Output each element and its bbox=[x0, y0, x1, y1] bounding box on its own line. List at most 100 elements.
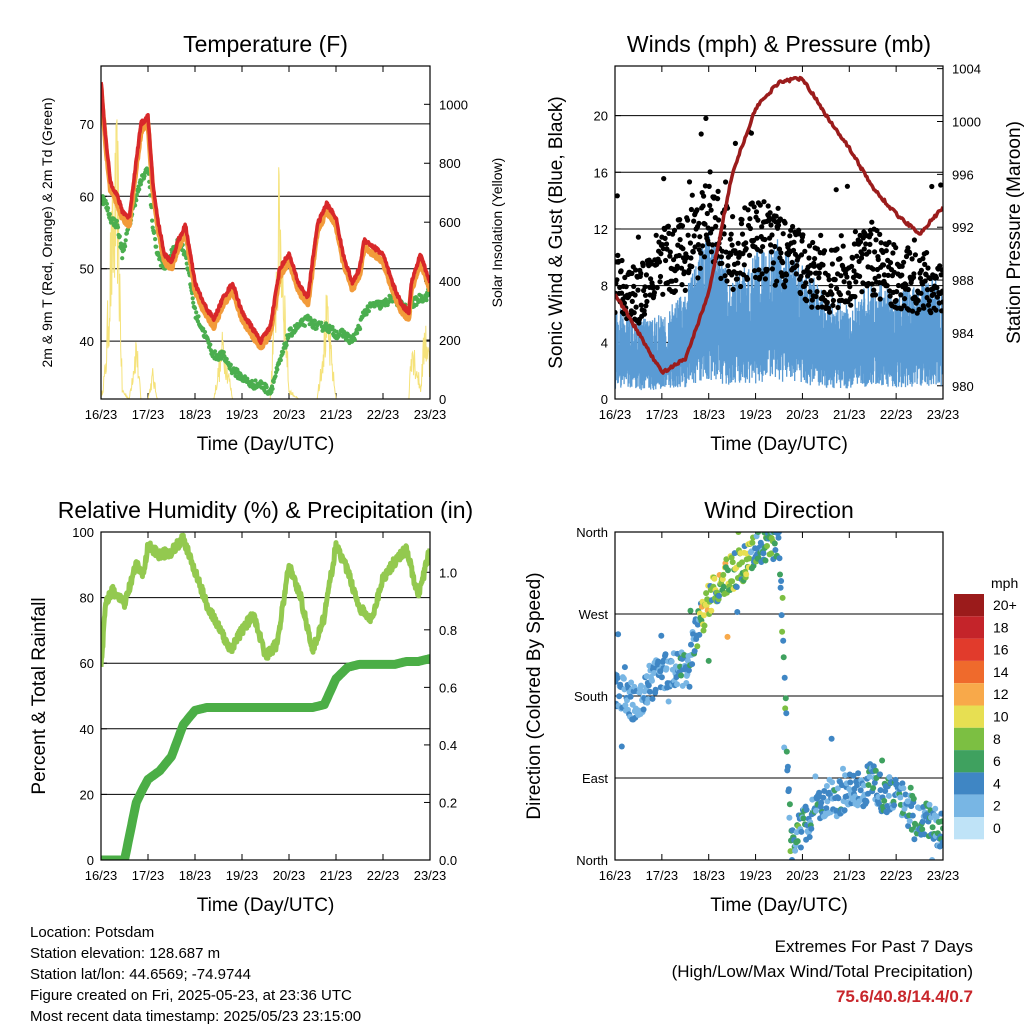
dewpoint-point bbox=[117, 234, 122, 239]
gust-point bbox=[665, 223, 672, 229]
gust-point bbox=[803, 280, 809, 286]
gust-point bbox=[762, 236, 768, 243]
direction-point bbox=[847, 779, 854, 786]
direction-point bbox=[725, 567, 731, 574]
gust-point bbox=[727, 236, 733, 242]
gust-point bbox=[809, 304, 815, 310]
gust-point bbox=[830, 297, 837, 304]
direction-point bbox=[777, 584, 784, 591]
gust-point bbox=[772, 282, 778, 288]
y2-tick-label: 996 bbox=[952, 167, 974, 182]
gust-point bbox=[658, 251, 664, 257]
gust-point bbox=[844, 274, 850, 280]
gust-point bbox=[893, 297, 899, 304]
gust-point bbox=[772, 243, 778, 250]
gust-point bbox=[629, 270, 635, 276]
direction-point bbox=[615, 631, 622, 638]
plot-border bbox=[100, 531, 431, 861]
info-elevation: Station elevation: 128.687 m bbox=[30, 945, 221, 962]
dewpoint-point bbox=[278, 358, 283, 363]
gust-point bbox=[723, 179, 729, 185]
dewpoint-point bbox=[124, 231, 129, 236]
gust-point bbox=[844, 183, 851, 189]
series-group bbox=[615, 532, 943, 860]
direction-point bbox=[686, 683, 693, 690]
direction-point bbox=[701, 612, 707, 619]
gust-point bbox=[921, 305, 927, 311]
chart-title: Winds (mph) & Pressure (mb) bbox=[627, 31, 931, 57]
gust-point bbox=[929, 183, 935, 190]
direction-point bbox=[711, 575, 718, 582]
y2-tick-label: 1.0 bbox=[439, 565, 457, 580]
dewpoint-point bbox=[364, 312, 369, 317]
y-tick-label: 4 bbox=[601, 335, 608, 350]
gust-point bbox=[632, 292, 638, 298]
dewpoint-point bbox=[192, 306, 198, 311]
dewpoint-point bbox=[121, 247, 126, 252]
gust-point bbox=[845, 290, 851, 296]
direction-point bbox=[620, 675, 627, 682]
direction-point bbox=[850, 772, 857, 779]
x-tick-label: 23/23 bbox=[927, 868, 960, 883]
dewpoint-point bbox=[275, 367, 280, 372]
dewpoint-point bbox=[134, 198, 139, 203]
direction-point bbox=[905, 798, 912, 805]
gust-point bbox=[769, 266, 776, 272]
gust-point bbox=[715, 188, 721, 194]
direction-point bbox=[877, 787, 884, 794]
direction-point bbox=[886, 774, 893, 781]
direction-point bbox=[768, 550, 775, 557]
gust-point bbox=[798, 252, 805, 258]
gust-point bbox=[814, 289, 820, 295]
dewpoint-point bbox=[191, 300, 196, 305]
gust-point bbox=[676, 252, 682, 259]
gust-point bbox=[638, 270, 644, 276]
direction-point bbox=[823, 805, 830, 812]
gust-point bbox=[813, 293, 819, 300]
gust-point bbox=[825, 272, 831, 279]
direction-point bbox=[885, 792, 892, 799]
gust-point bbox=[902, 296, 908, 302]
direction-point bbox=[899, 780, 906, 787]
direction-point bbox=[871, 779, 878, 786]
station-info: Location: Potsdam Station elevation: 128… bbox=[30, 922, 361, 1027]
direction-point bbox=[772, 547, 779, 553]
gust-point bbox=[827, 309, 833, 315]
gust-point bbox=[926, 298, 933, 304]
gust-point bbox=[764, 266, 770, 273]
gust-point bbox=[770, 260, 777, 266]
gust-point bbox=[859, 289, 865, 295]
gust-point bbox=[703, 115, 709, 121]
gust-point bbox=[659, 242, 665, 248]
direction-point bbox=[939, 839, 943, 846]
gust-point bbox=[918, 267, 925, 273]
info-recent: Most recent data timestamp: 2025/05/23 2… bbox=[30, 1008, 362, 1025]
direction-point bbox=[762, 557, 769, 564]
gust-point bbox=[780, 260, 786, 266]
direction-point bbox=[778, 612, 785, 619]
direction-point bbox=[621, 664, 628, 671]
gust-point bbox=[911, 271, 917, 277]
y-tick-label: 8 bbox=[601, 279, 608, 294]
x-tick-label: 22/23 bbox=[367, 407, 400, 422]
chart-title: Temperature (F) bbox=[183, 31, 348, 57]
x-tick-label: 16/23 bbox=[85, 407, 118, 422]
gust-point bbox=[738, 221, 745, 227]
direction-point bbox=[897, 794, 904, 801]
direction-point bbox=[882, 788, 889, 794]
gust-point bbox=[798, 273, 804, 279]
gust-point bbox=[635, 234, 642, 240]
direction-point bbox=[863, 798, 870, 805]
gust-point bbox=[643, 272, 650, 278]
gust-point bbox=[907, 250, 913, 256]
station-pressure-line bbox=[615, 75, 943, 375]
gust-point bbox=[691, 218, 697, 224]
direction-point bbox=[723, 556, 730, 563]
y-tick-label: 0 bbox=[601, 392, 608, 407]
gust-point bbox=[881, 272, 888, 278]
direction-point bbox=[911, 836, 918, 843]
gust-point bbox=[903, 253, 910, 260]
plot-border bbox=[100, 65, 431, 400]
direction-point bbox=[939, 818, 943, 825]
colorbar-label: 20+ bbox=[993, 597, 1017, 613]
